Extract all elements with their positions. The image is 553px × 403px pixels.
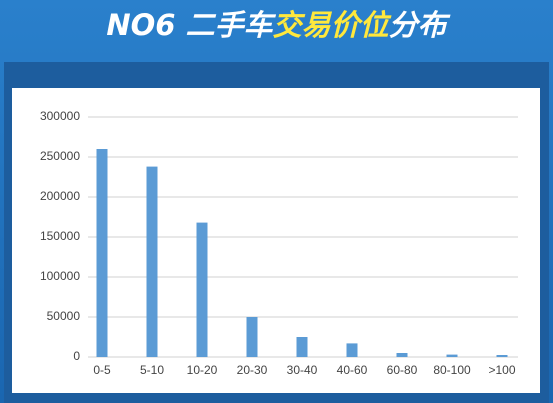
x-tick-label: 40-60 — [337, 363, 368, 377]
bar — [96, 149, 108, 357]
chart-title: NO6 二手车交易价位分布 — [0, 4, 553, 46]
y-tick-label: 50000 — [47, 309, 81, 323]
y-tick-label: 300000 — [40, 109, 80, 123]
x-tick-label: 10-20 — [187, 363, 218, 377]
y-tick-label: 100000 — [40, 269, 80, 283]
bar — [496, 355, 508, 357]
bar — [296, 337, 308, 357]
y-tick-label: 200000 — [40, 189, 80, 203]
x-tick-label: 30-40 — [287, 363, 318, 377]
bar — [146, 166, 158, 357]
y-tick-label: 0 — [73, 349, 80, 363]
bar — [196, 222, 208, 357]
x-tick-label: 60-80 — [387, 363, 418, 377]
bar — [346, 343, 358, 357]
title-segment: 交易价位 — [272, 8, 389, 42]
y-tick-label: 250000 — [40, 149, 80, 163]
title-segment: NO6 二手车 — [106, 8, 273, 42]
x-tick-label: >100 — [488, 363, 515, 377]
title-segment: 分布 — [388, 8, 447, 42]
bar — [396, 353, 408, 357]
y-tick-label: 150000 — [40, 229, 80, 243]
x-tick-label: 5-10 — [140, 363, 164, 377]
x-tick-label: 20-30 — [237, 363, 268, 377]
bar — [246, 317, 258, 357]
bar — [446, 354, 458, 357]
x-tick-label: 0-5 — [93, 363, 111, 377]
plot-background — [12, 88, 540, 393]
x-tick-label: 80-100 — [433, 363, 471, 377]
